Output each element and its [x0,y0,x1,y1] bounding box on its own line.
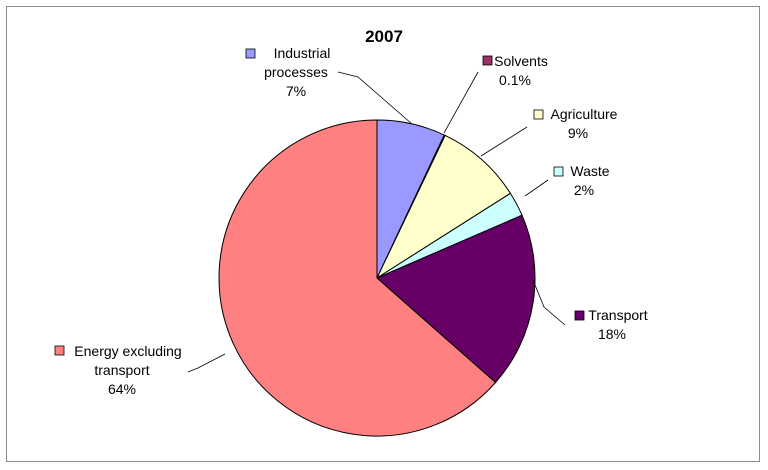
leader-line-industrial-processes [337,71,413,125]
legend-swatch-transport [574,310,585,321]
pie-slice-energy-excluding-transport [218,119,497,437]
slice-name-label: Energy excluding [74,343,181,359]
leader-line-waste [524,179,549,197]
slice-value-label: 9% [568,125,588,141]
legend-swatch-agriculture [533,109,544,120]
slice-label-industrial-processes: Industrial processes 7% [245,45,331,99]
slice-value-label: 2% [574,182,594,198]
slice-value-label: 64% [108,381,136,397]
pie-slice-transport [376,214,536,384]
slice-name-label: transport [94,362,149,378]
legend-swatch-waste [553,166,564,177]
legend-swatch-solvents [482,55,493,66]
slice-label-energy-excluding-transport: Energy excluding transport 64% [54,343,182,397]
leader-line-solvents [443,71,479,134]
slice-label-solvents: Solvents 0.1% [482,53,548,88]
slice-labels: Industrial processes 7% Solvents 0.1% Agricul… [54,45,648,397]
leader-lines [187,71,566,373]
slice-name-label: Solvents [494,53,548,69]
slice-value-label: 18% [598,326,626,342]
leader-line-agriculture [480,126,528,157]
slice-name-label: Agriculture [551,106,618,122]
pie-slices [218,119,536,437]
slice-name-label: Waste [570,163,609,179]
leader-line-transport [532,279,566,326]
slice-name-label: Transport [588,307,648,323]
chart-title: 2007 [365,27,403,46]
pie-slice-agriculture [375,134,512,280]
legend-swatch-energy-excluding-transport [54,345,65,356]
slice-value-label: 0.1% [499,72,531,88]
slice-name-label: processes [264,64,328,80]
slice-name-label: Industrial [274,45,331,61]
slice-label-agriculture: Agriculture 9% [533,106,618,141]
slice-label-waste: Waste 2% [553,163,610,198]
slice-value-label: 7% [286,83,306,99]
legend-swatch-industrial-processes [245,48,256,59]
slice-label-transport: Transport 18% [574,307,648,342]
leader-line-energy-excluding-transport [187,353,226,373]
